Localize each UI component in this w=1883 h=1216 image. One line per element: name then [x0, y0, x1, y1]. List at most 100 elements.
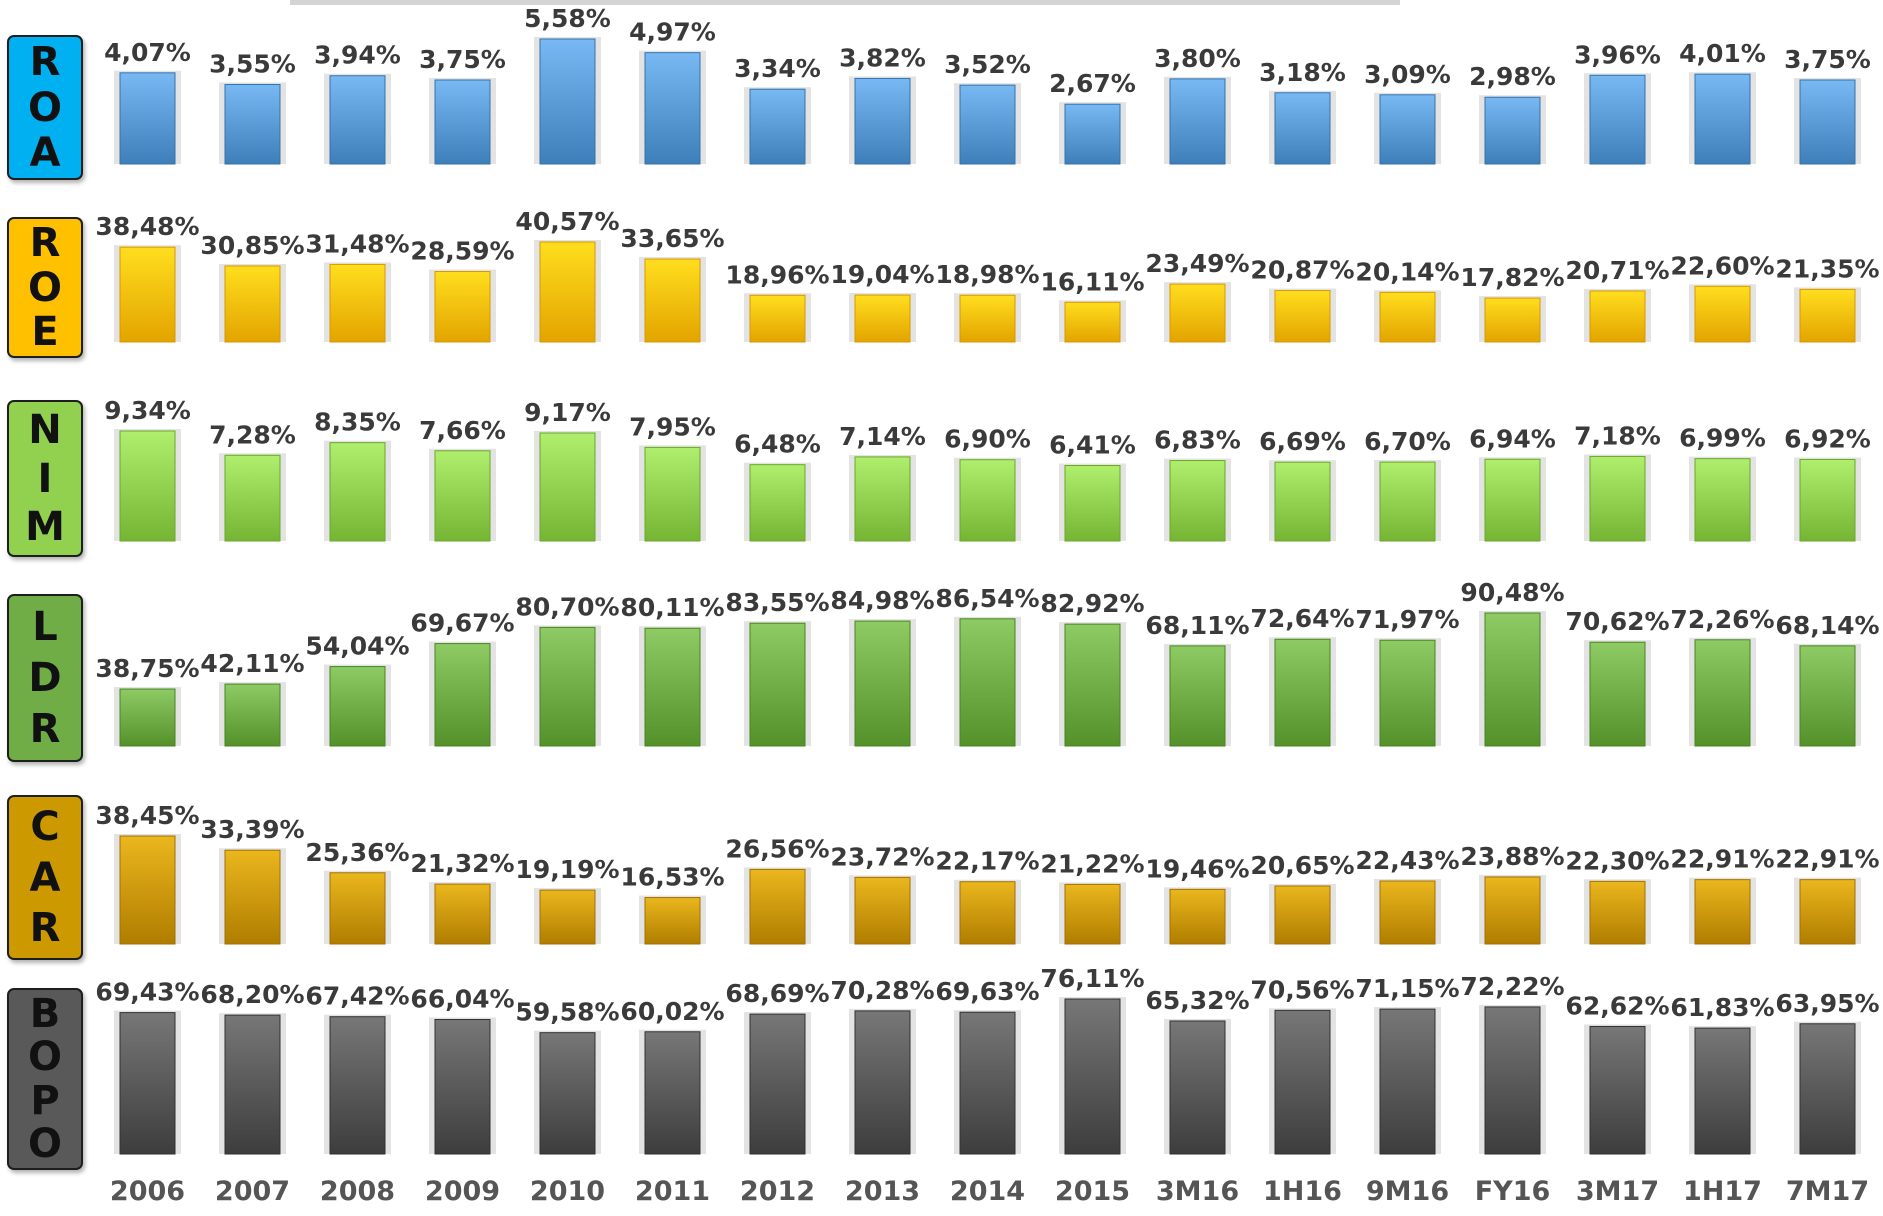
- bar-roa-2014: [959, 84, 1016, 165]
- bar-roa-2011: [644, 52, 701, 165]
- data-label: 18,96%: [725, 260, 829, 289]
- panel-label-letter: R: [29, 220, 61, 267]
- bar-ldr-3m16: [1169, 645, 1226, 747]
- bar-ldr-2006: [119, 688, 176, 747]
- bar-roa-2012: [749, 88, 806, 165]
- panel-label-letter: C: [30, 804, 60, 851]
- data-label: 68,14%: [1775, 611, 1879, 640]
- data-label: 60,02%: [620, 997, 724, 1026]
- panel-roe: 38,48%30,85% 31,48% 28,59%40,57%33,65%18,9…: [95, 207, 1880, 343]
- data-label: 68,69%: [725, 979, 829, 1008]
- data-label: 66,04%: [410, 985, 514, 1014]
- bar-bopo-2012: [749, 1013, 806, 1155]
- bar-car-9m16: [1379, 880, 1436, 945]
- bar-roa-1h17: [1694, 73, 1751, 165]
- data-label: 40,57%: [515, 207, 619, 236]
- data-label: 84,98%: [830, 586, 934, 615]
- x-tick-label: 2013: [845, 1176, 920, 1207]
- x-axis: 2006 2007 2008 2009 2010 2011 2012 2013 2014 2015…: [110, 1176, 1869, 1207]
- data-label: 20,65%: [1250, 851, 1354, 880]
- bar-roe-1h17: [1694, 285, 1751, 343]
- bar-car-2007: [224, 849, 281, 945]
- bar-roa-9m16: [1379, 94, 1436, 165]
- bar-roe-2015: [1064, 301, 1121, 343]
- bar-ldr-2015: [1064, 623, 1121, 747]
- bar-nim-2006: [119, 430, 176, 542]
- bar-roa-2006: [119, 72, 176, 165]
- bar-nim-7m17: [1799, 459, 1856, 542]
- bar-roe-1h16: [1274, 290, 1331, 343]
- data-label: 72,64%: [1250, 604, 1354, 633]
- bar-roa-2009: [434, 79, 491, 165]
- bar-bopo-2014: [959, 1011, 1016, 1155]
- panel-label-letter: R: [29, 39, 61, 86]
- data-label: 4,07%: [104, 38, 191, 67]
- bar-car-2012: [749, 868, 806, 945]
- data-label: 65,32%: [1145, 986, 1249, 1015]
- bar-ldr-2007: [224, 683, 281, 747]
- bar-car-7m17: [1799, 879, 1856, 945]
- data-label: 19,04%: [830, 260, 934, 289]
- data-label: 6,99%: [1679, 424, 1766, 453]
- data-label: 3,80%: [1154, 44, 1241, 73]
- bar-roe-2014: [959, 294, 1016, 343]
- bar-car-2006: [119, 835, 176, 945]
- bar-nim-2012: [749, 464, 806, 542]
- data-label: 33,39%: [200, 815, 304, 844]
- x-tick-label: 3M16: [1156, 1176, 1239, 1207]
- data-label: 6,92%: [1784, 425, 1871, 454]
- data-label: 80,70%: [515, 592, 619, 621]
- bar-ldr-2009: [434, 643, 491, 747]
- bar-roa-fy16: [1484, 96, 1541, 165]
- x-tick-label: 2015: [1055, 1176, 1130, 1207]
- bar-nim-3m16: [1169, 460, 1226, 542]
- bar-car-2008: [329, 872, 386, 945]
- data-label: 25,36%: [305, 838, 409, 867]
- bar-bopo-2006: [119, 1012, 176, 1155]
- x-tick-label: 2014: [950, 1176, 1025, 1207]
- data-label: 2,98%: [1469, 62, 1556, 91]
- data-label: 70,28%: [830, 976, 934, 1005]
- bar-ldr-fy16: [1484, 612, 1541, 747]
- data-label: 20,87%: [1250, 256, 1354, 285]
- data-label: 23,88%: [1460, 842, 1564, 871]
- bar-ldr-9m16: [1379, 639, 1436, 747]
- bar-ldr-7m17: [1799, 645, 1856, 747]
- panel-label-letter: O: [27, 1121, 62, 1168]
- data-label: 3,34%: [734, 54, 821, 83]
- bar-roe-7m17: [1799, 288, 1856, 343]
- bar-roe-2012: [749, 294, 806, 343]
- bar-bopo-2009: [434, 1019, 491, 1155]
- bar-nim-2009: [434, 450, 491, 542]
- bar-nim-2015: [1064, 465, 1121, 542]
- data-label: 68,11%: [1145, 611, 1249, 640]
- data-label: 21,32%: [410, 849, 514, 878]
- bar-roa-2007: [224, 83, 281, 165]
- x-tick-label: 7M17: [1786, 1176, 1869, 1207]
- bar-bopo-2011: [644, 1031, 701, 1155]
- data-label: 9,34%: [104, 396, 191, 425]
- data-label: 7,66%: [419, 416, 506, 445]
- panel-roa: 4,07% 3,55% 3,94% 3,75% 5,58% 4,97% 3,34% 3,82%…: [104, 4, 1871, 165]
- data-label: 67,42%: [305, 982, 409, 1011]
- data-label: 71,15%: [1355, 974, 1459, 1003]
- data-label: 3,18%: [1259, 58, 1346, 87]
- bar-ldr-2012: [749, 622, 806, 747]
- panel-label-letter: O: [27, 1034, 62, 1081]
- bar-nim-1h16: [1274, 461, 1331, 542]
- panel-label-letter: R: [29, 706, 61, 752]
- data-label: 33,65%: [620, 224, 724, 253]
- bar-bopo-1h17: [1694, 1027, 1751, 1155]
- bar-bopo-7m17: [1799, 1023, 1856, 1155]
- bar-ldr-2010: [539, 626, 596, 747]
- data-label: 22,91%: [1670, 845, 1774, 874]
- data-label: 20,71%: [1565, 256, 1669, 285]
- x-tick-label: 2011: [635, 1176, 710, 1207]
- data-label: 6,70%: [1364, 427, 1451, 456]
- bar-nim-2008: [329, 442, 386, 542]
- panel-label-letter: A: [29, 129, 61, 176]
